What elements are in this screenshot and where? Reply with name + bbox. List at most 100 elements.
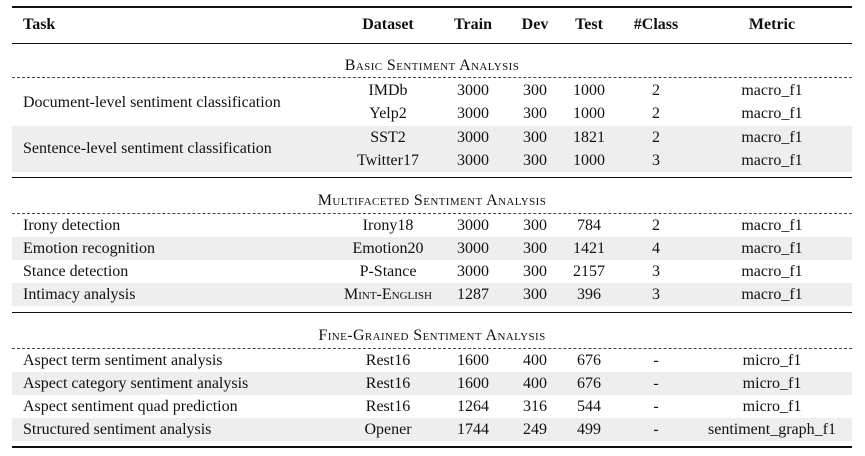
dataset-cell: P-Stance (359, 263, 417, 280)
header-rule (12, 43, 852, 44)
metric-cell: micro_f1 (742, 398, 802, 415)
table-row: IMDb 3000 300 1000 2 macro_f1 (12, 79, 852, 102)
table-row: Stance detection P-Stance 3000 300 2157 … (12, 260, 852, 283)
train-cell: 3000 (457, 129, 489, 146)
group-task-document-level: Document-level sentiment classification (23, 94, 281, 111)
train-cell: 1600 (457, 352, 489, 369)
section-rule (12, 177, 852, 178)
test-cell: 1821 (573, 129, 605, 146)
task-cell: Aspect term sentiment analysis (23, 352, 223, 369)
class-cell: - (653, 421, 659, 438)
task-cell: Stance detection (23, 263, 129, 280)
class-cell: 3 (652, 263, 660, 280)
class-cell: - (653, 398, 659, 415)
dev-cell: 400 (523, 352, 547, 369)
metric-cell: macro_f1 (741, 240, 803, 257)
dataset-cell: Rest16 (365, 398, 411, 415)
train-cell: 1287 (457, 286, 489, 303)
class-cell: 2 (652, 82, 660, 99)
dev-cell: 300 (523, 217, 547, 234)
metric-cell: macro_f1 (741, 82, 803, 99)
task-cell: Irony detection (23, 217, 121, 234)
dev-cell: 300 (523, 240, 547, 257)
table-row: Irony detection Irony18 3000 300 784 2 m… (12, 214, 852, 237)
dataset-cell: Mint-English (344, 286, 432, 303)
metric-cell: macro_f1 (741, 152, 803, 169)
test-cell: 544 (577, 398, 601, 415)
metric-cell: macro_f1 (741, 286, 803, 303)
group-task-sentence-level: Sentence-level sentiment classification (23, 140, 272, 157)
header-dataset: Dataset (362, 16, 414, 33)
test-cell: 1000 (573, 82, 605, 99)
header-metric: Metric (748, 16, 796, 33)
task-cell: Structured sentiment analysis (23, 421, 212, 438)
table-row: Yelp2 3000 300 1000 2 macro_f1 (12, 102, 852, 125)
class-cell: 4 (652, 240, 660, 257)
train-cell: 1744 (457, 421, 489, 438)
dataset-cell: IMDb (368, 82, 408, 99)
test-cell: 676 (577, 352, 601, 369)
dev-cell: 300 (523, 129, 547, 146)
class-cell: - (653, 375, 659, 392)
task-cell: Emotion recognition (23, 240, 155, 257)
test-cell: 2157 (573, 263, 605, 280)
table-row: Aspect sentiment quad prediction Rest16 … (12, 395, 852, 418)
section-dash-multifaceted (12, 213, 852, 214)
test-cell: 1421 (573, 240, 605, 257)
dev-cell: 300 (523, 263, 547, 280)
section-dash-basic (12, 77, 852, 78)
train-cell: 3000 (457, 152, 489, 169)
dev-cell: 300 (523, 152, 547, 169)
train-cell: 3000 (457, 105, 489, 122)
dev-cell: 400 (523, 375, 547, 392)
train-cell: 3000 (457, 82, 489, 99)
class-cell: 2 (652, 217, 660, 234)
train-cell: 1264 (457, 398, 489, 415)
train-cell: 1600 (457, 375, 489, 392)
table-row: Structured sentiment analysis Opener 174… (12, 418, 852, 441)
class-cell: 3 (652, 286, 660, 303)
section-title-basic: Basic Sentiment Analysis (344, 57, 520, 74)
task-cell: Aspect sentiment quad prediction (23, 398, 238, 415)
dataset-cell: Opener (364, 421, 412, 438)
dataset-cell: Emotion20 (352, 240, 424, 257)
class-cell: 2 (652, 105, 660, 122)
train-cell: 3000 (457, 217, 489, 234)
table-row: Aspect term sentiment analysis Rest16 16… (12, 349, 852, 372)
dataset-cell: Twitter17 (357, 152, 419, 169)
table-row: Aspect category sentiment analysis Rest1… (12, 372, 852, 395)
train-cell: 3000 (457, 263, 489, 280)
dataset-cell: SST2 (370, 129, 406, 146)
section-title-multifaceted: Multifaceted Sentiment Analysis (317, 192, 547, 209)
metric-cell: macro_f1 (741, 129, 803, 146)
section-title-fine-grained: Fine-Grained Sentiment Analysis (318, 327, 546, 344)
dataset-cell: Rest16 (365, 375, 411, 392)
class-cell: 2 (652, 129, 660, 146)
dev-cell: 316 (523, 398, 547, 415)
class-cell: 3 (652, 152, 660, 169)
header-train: Train (454, 16, 492, 33)
table-row: Twitter17 3000 300 1000 3 macro_f1 (12, 149, 852, 172)
dataset-cell: Yelp2 (369, 105, 407, 122)
class-cell: - (653, 352, 659, 369)
test-cell: 499 (577, 421, 601, 438)
header-classes: #Class (633, 16, 679, 33)
test-cell: 396 (577, 286, 601, 303)
task-cell: Aspect category sentiment analysis (23, 375, 249, 392)
test-cell: 1000 (573, 152, 605, 169)
header-task: Task (23, 16, 56, 33)
header-row: Task Dataset Train Dev Test #Class Metri… (12, 13, 852, 36)
dataset-cell: Irony18 (362, 217, 414, 234)
section-dash-fine-grained (12, 348, 852, 349)
task-cell: Intimacy analysis (23, 286, 136, 303)
dev-cell: 300 (523, 82, 547, 99)
section-rule (12, 312, 852, 313)
train-cell: 3000 (457, 240, 489, 257)
metric-cell: macro_f1 (741, 105, 803, 122)
metric-cell: macro_f1 (741, 217, 803, 234)
top-rule (12, 6, 852, 8)
dev-cell: 300 (523, 286, 547, 303)
header-test: Test (575, 16, 603, 33)
table-row: Intimacy analysis Mint-English 1287 300 … (12, 283, 852, 306)
test-cell: 784 (577, 217, 601, 234)
